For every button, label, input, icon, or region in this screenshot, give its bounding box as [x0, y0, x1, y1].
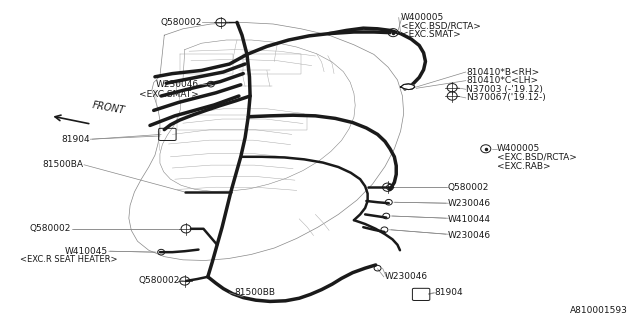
Text: N370067('19.12-): N370067('19.12-) — [466, 93, 546, 102]
Polygon shape — [401, 84, 415, 90]
Text: Q580002: Q580002 — [138, 276, 180, 284]
Text: 810410*B<RH>: 810410*B<RH> — [466, 68, 539, 76]
Text: 81500BA: 81500BA — [42, 160, 83, 169]
Text: <EXC.BSD/RCTA>: <EXC.BSD/RCTA> — [401, 22, 481, 31]
Text: <EXC.SMAT>: <EXC.SMAT> — [401, 30, 460, 39]
Text: <EXC.BSD/RCTA>: <EXC.BSD/RCTA> — [497, 153, 577, 162]
Text: W410045: W410045 — [65, 247, 108, 256]
Text: W230046: W230046 — [385, 272, 428, 281]
Text: 81904: 81904 — [61, 135, 90, 144]
Text: 81500BB: 81500BB — [234, 288, 275, 297]
Text: W230046: W230046 — [156, 80, 198, 89]
Text: Q580002: Q580002 — [29, 224, 71, 233]
Text: W230046: W230046 — [447, 231, 490, 240]
Text: <EXC.SMAT>: <EXC.SMAT> — [139, 90, 198, 99]
Text: <EXC.RAB>: <EXC.RAB> — [497, 162, 550, 171]
Text: Q580002: Q580002 — [160, 18, 202, 27]
Text: W230046: W230046 — [447, 199, 490, 208]
Text: 81904: 81904 — [435, 288, 463, 297]
Text: W400005: W400005 — [497, 144, 540, 153]
Text: Q580002: Q580002 — [447, 183, 488, 192]
Text: FRONT: FRONT — [92, 100, 126, 116]
Text: A810001593: A810001593 — [570, 306, 628, 315]
Text: W410044: W410044 — [447, 215, 490, 224]
Text: <EXC.R SEAT HEATER>: <EXC.R SEAT HEATER> — [20, 255, 118, 264]
Text: W400005: W400005 — [401, 13, 444, 22]
Text: 810410*C<LH>: 810410*C<LH> — [466, 76, 538, 85]
Text: N37003 (-'19.12): N37003 (-'19.12) — [466, 85, 543, 94]
